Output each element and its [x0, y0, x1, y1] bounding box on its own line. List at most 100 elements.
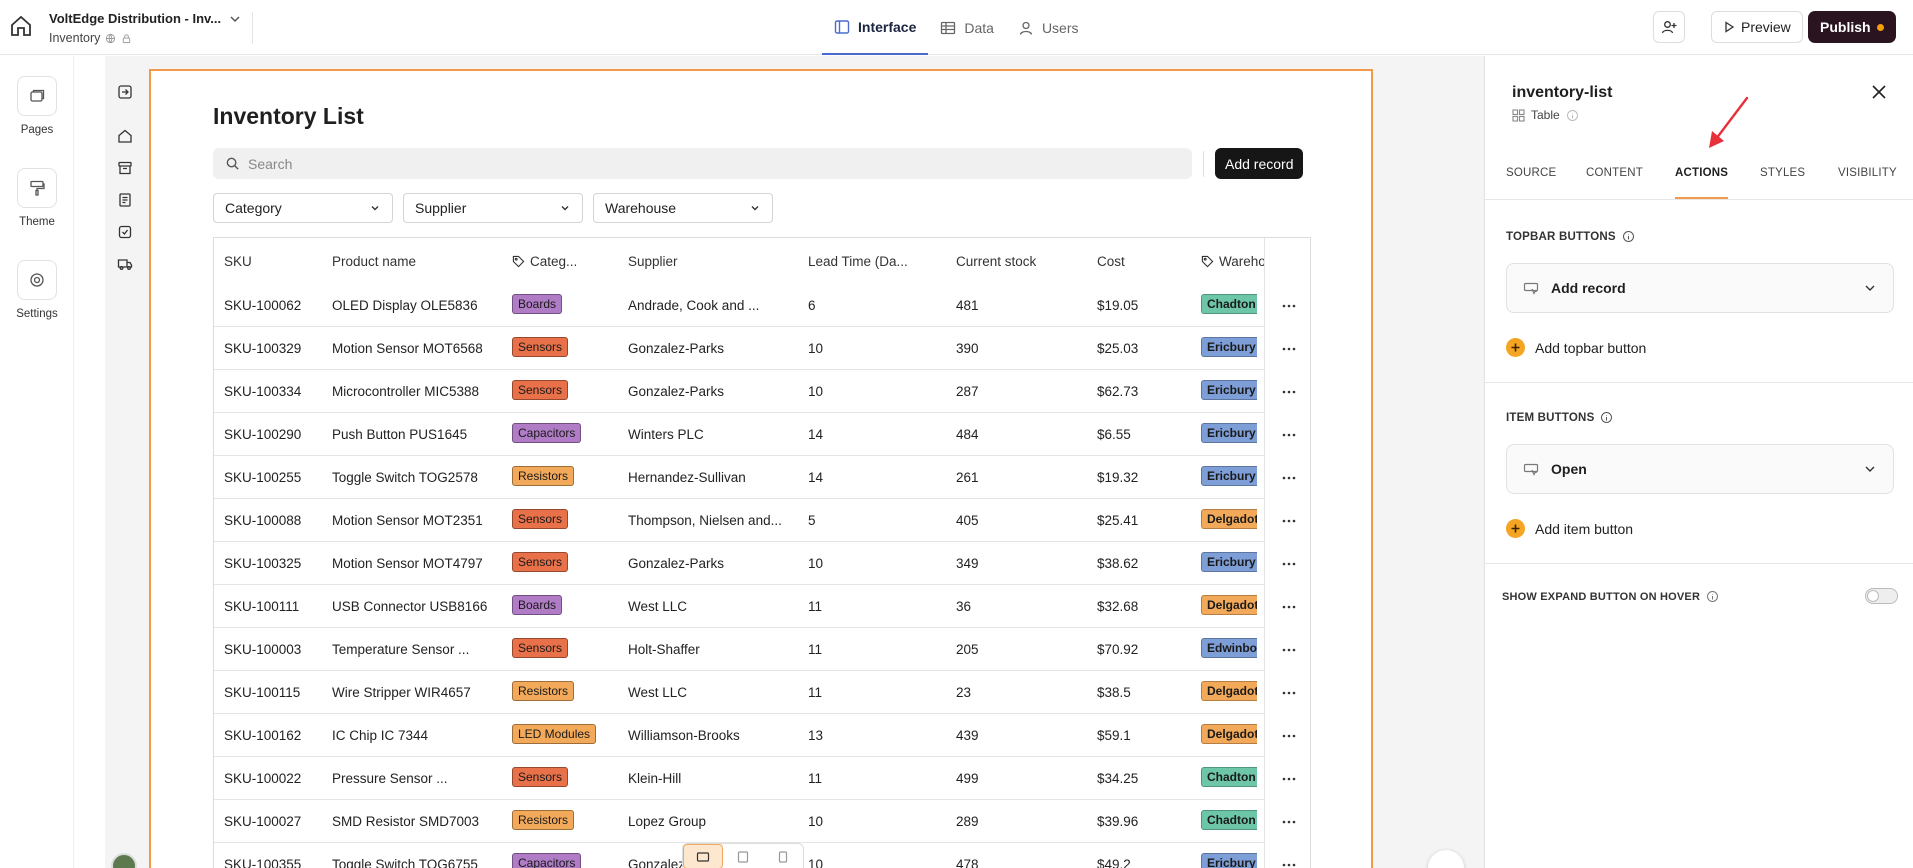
chevron-down-icon[interactable] — [228, 12, 242, 26]
cell-product-name: Microcontroller MIC5388 — [332, 384, 480, 399]
filter-supplier[interactable]: Supplier — [403, 193, 583, 223]
chevron-down-icon[interactable] — [1863, 281, 1877, 295]
cell-lead-time: 10 — [808, 857, 824, 868]
column-header-category[interactable]: Categ... — [512, 254, 607, 269]
tab-data[interactable]: Data — [928, 0, 1006, 55]
warehouse-tag: Chadton — [1201, 294, 1257, 314]
row-more-button[interactable] — [1264, 499, 1310, 542]
chevron-down-icon — [561, 206, 569, 211]
row-more-button[interactable] — [1264, 542, 1310, 585]
cell-product-name: SMD Resistor SMD7003 — [332, 814, 480, 829]
expand-on-hover-toggle[interactable] — [1865, 588, 1898, 604]
avatar[interactable] — [111, 853, 137, 868]
login-icon[interactable] — [117, 84, 133, 100]
table-row[interactable]: SKU-100115 Wire Stripper WIR4657 West LLC 1… — [214, 671, 1310, 714]
rail-item-theme[interactable]: Theme — [0, 168, 74, 228]
column-header-current-stock[interactable]: Current stock — [956, 254, 1086, 269]
row-more-button[interactable] — [1264, 413, 1310, 456]
layout-option-button[interactable] — [683, 844, 723, 868]
page-frame[interactable]: Inventory List Add record Category Suppl… — [149, 69, 1373, 868]
table-row[interactable]: SKU-100355 Toggle Switch TOG6755 Gonzalez 1… — [214, 843, 1310, 868]
preview-button[interactable]: Preview — [1711, 11, 1803, 43]
tab-content[interactable]: CONTENT — [1586, 167, 1643, 179]
cell-lead-time: 14 — [808, 470, 824, 485]
filter-category-label: Category — [225, 200, 282, 216]
row-more-button[interactable] — [1264, 456, 1310, 499]
table-row[interactable]: SKU-100111 USB Connector USB8166 West LLC 1… — [214, 585, 1310, 628]
column-header-product-name[interactable]: Product name — [332, 254, 492, 269]
tab-interface[interactable]: Interface — [822, 0, 929, 55]
add-item-button[interactable]: Add item button — [1506, 519, 1633, 538]
rail-item-pages[interactable]: Pages — [0, 76, 74, 136]
table-row[interactable]: SKU-100162 IC Chip IC 7344 Williamson-Broo… — [214, 714, 1310, 757]
layout-option-button[interactable] — [723, 844, 763, 868]
app-title[interactable]: VoltEdge Distribution - Inv... — [49, 11, 222, 26]
row-more-button[interactable] — [1264, 800, 1310, 843]
actions-column-header — [1264, 238, 1310, 284]
row-more-button[interactable] — [1264, 714, 1310, 757]
archive-icon[interactable] — [117, 160, 133, 176]
home-icon[interactable] — [9, 14, 33, 38]
column-header-warehouse[interactable]: Wareho... — [1201, 254, 1264, 269]
row-more-button[interactable] — [1264, 585, 1310, 628]
category-tag: Sensors — [512, 380, 569, 400]
filter-warehouse[interactable]: Warehouse — [593, 193, 773, 223]
cell-lead-time: 5 — [808, 513, 816, 528]
row-more-button[interactable] — [1264, 757, 1310, 800]
chevron-down-icon[interactable] — [1863, 462, 1877, 476]
checklist-icon[interactable] — [117, 224, 133, 240]
search-bar[interactable] — [213, 148, 1192, 179]
row-more-button[interactable] — [1264, 671, 1310, 714]
table-row[interactable]: SKU-100003 Temperature Sensor ... Holt-Sha… — [214, 628, 1310, 671]
tab-visibility[interactable]: VISIBILITY — [1838, 167, 1897, 179]
tab-styles[interactable]: STYLES — [1760, 167, 1806, 179]
row-more-button[interactable] — [1264, 284, 1310, 327]
table-row[interactable]: SKU-100334 Microcontroller MIC5388 Gonzale… — [214, 370, 1310, 413]
add-record-button[interactable]: Add record — [1215, 148, 1304, 179]
row-more-button[interactable] — [1264, 327, 1310, 370]
table-row[interactable]: SKU-100088 Motion Sensor MOT2351 Thompson,… — [214, 499, 1310, 542]
filter-category[interactable]: Category — [213, 193, 393, 223]
more-horizontal-icon — [1282, 691, 1295, 694]
table-row[interactable]: SKU-100027 SMD Resistor SMD7003 Lopez Grou… — [214, 800, 1310, 843]
home-page-icon[interactable] — [117, 128, 133, 144]
column-header-lead-time[interactable]: Lead Time (Da... — [808, 254, 948, 269]
table-row[interactable]: SKU-100062 OLED Display OLE5836 Andrade, C… — [214, 284, 1310, 327]
help-button[interactable] — [1428, 850, 1464, 868]
invite-user-button[interactable] — [1653, 11, 1685, 43]
row-more-button[interactable] — [1264, 628, 1310, 671]
layout-option-button[interactable] — [763, 844, 803, 868]
cell-current-stock: 484 — [956, 427, 979, 442]
table-row[interactable]: SKU-100290 Push Button PUS1645 Winters PLC… — [214, 413, 1310, 456]
rail-item-settings[interactable]: Settings — [0, 260, 74, 320]
globe-icon — [106, 33, 116, 43]
search-input[interactable] — [248, 155, 1148, 172]
item-button-card[interactable]: Open — [1506, 444, 1894, 494]
add-topbar-button-label: Add topbar button — [1535, 339, 1647, 356]
document-icon[interactable] — [117, 192, 133, 208]
publish-button[interactable]: Publish — [1808, 11, 1896, 43]
row-more-button[interactable] — [1264, 370, 1310, 413]
close-icon[interactable] — [1870, 83, 1888, 101]
table-row[interactable]: SKU-100022 Pressure Sensor ... Klein-Hill 1… — [214, 757, 1310, 800]
row-more-button[interactable] — [1264, 843, 1310, 868]
topbar-button-card[interactable]: Add record — [1506, 263, 1894, 313]
table-row[interactable]: SKU-100255 Toggle Switch TOG2578 Hernandez… — [214, 456, 1310, 499]
cell-product-name: USB Connector USB8166 — [332, 599, 488, 614]
truck-icon[interactable] — [117, 256, 133, 272]
cell-current-stock: 478 — [956, 857, 979, 868]
layout-icon — [778, 850, 788, 863]
inventory-table: SKU Product name Categ... Supplier Lead … — [213, 237, 1311, 868]
table-row[interactable]: SKU-100325 Motion Sensor MOT4797 Gonzalez-… — [214, 542, 1310, 585]
column-header-cost[interactable]: Cost — [1097, 254, 1187, 269]
column-header-sku[interactable]: SKU — [224, 254, 314, 269]
cell-cost: $38.62 — [1097, 556, 1139, 571]
tab-actions[interactable]: ACTIONS — [1675, 167, 1729, 199]
column-header-supplier[interactable]: Supplier — [628, 254, 788, 269]
cell-sku: SKU-100111 — [224, 599, 300, 614]
table-row[interactable]: SKU-100329 Motion Sensor MOT6568 Gonzalez-… — [214, 327, 1310, 370]
tab-source[interactable]: SOURCE — [1506, 167, 1557, 179]
tab-users[interactable]: Users — [1006, 0, 1091, 55]
add-topbar-button[interactable]: Add topbar button — [1506, 338, 1646, 357]
cell-product-name: Toggle Switch TOG6755 — [332, 857, 478, 868]
